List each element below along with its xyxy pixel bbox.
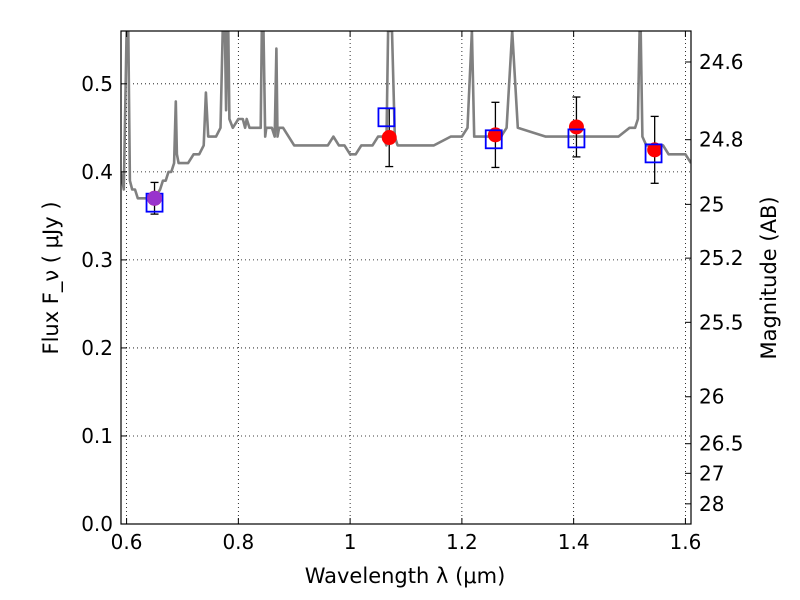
y-tick-label: 0.3 — [81, 248, 113, 272]
data-point-marker — [568, 119, 584, 135]
x-tick-label: 1.4 — [558, 530, 590, 554]
y2-axis: 24.6 24.8 25 25.2 25.5 26 26.5 27 28 — [685, 50, 744, 516]
y2-tick-label: 27 — [699, 461, 724, 485]
data-point-marker — [381, 130, 397, 146]
model-square-marker — [644, 143, 663, 164]
y2-tick-label: 25 — [699, 192, 724, 216]
y-tick-label: 0.1 — [81, 424, 113, 448]
model-square-marker — [377, 107, 396, 128]
y-axis: 0.0 0.1 0.2 0.3 0.4 0.5 — [81, 72, 127, 536]
x-tick-label: 1.6 — [670, 530, 702, 554]
y-tick-label: 0.4 — [81, 160, 113, 184]
y-tick-label: 0.2 — [81, 336, 113, 360]
data-point-marker — [647, 142, 663, 158]
model-spectrum-line — [121, 31, 691, 200]
x-tick-label: 0.6 — [111, 530, 143, 554]
x-axis-label: Wavelength λ (μm) — [305, 564, 506, 588]
y2-tick-label: 24.8 — [699, 128, 744, 152]
y2-tick-label: 24.6 — [699, 50, 744, 74]
x-tick-label: 1 — [344, 530, 357, 554]
model-square-marker — [484, 129, 503, 150]
y2-tick-label: 26 — [699, 385, 724, 409]
y2-axis-label: Magnitude (AB) — [757, 196, 781, 359]
plot-area — [121, 31, 691, 215]
y2-tick-label: 25.2 — [699, 246, 744, 270]
x-axis: 0.6 0.8 1 1.2 1.4 1.6 — [111, 31, 702, 554]
y-tick-label: 0.5 — [81, 72, 113, 96]
y2-tick-label: 25.5 — [699, 310, 744, 334]
y2-tick-label: 28 — [699, 492, 724, 516]
y2-tick-label: 26.5 — [699, 432, 744, 456]
plot-frame — [120, 30, 692, 525]
grid-lines — [121, 31, 691, 524]
model-square-marker — [567, 128, 586, 149]
y-axis-label: Flux F_ν ( μJy ) — [39, 201, 64, 354]
y-tick-label: 0.0 — [81, 512, 113, 536]
data-point-marker — [147, 190, 163, 206]
x-tick-label: 1.2 — [446, 530, 478, 554]
x-tick-label: 0.8 — [222, 530, 254, 554]
